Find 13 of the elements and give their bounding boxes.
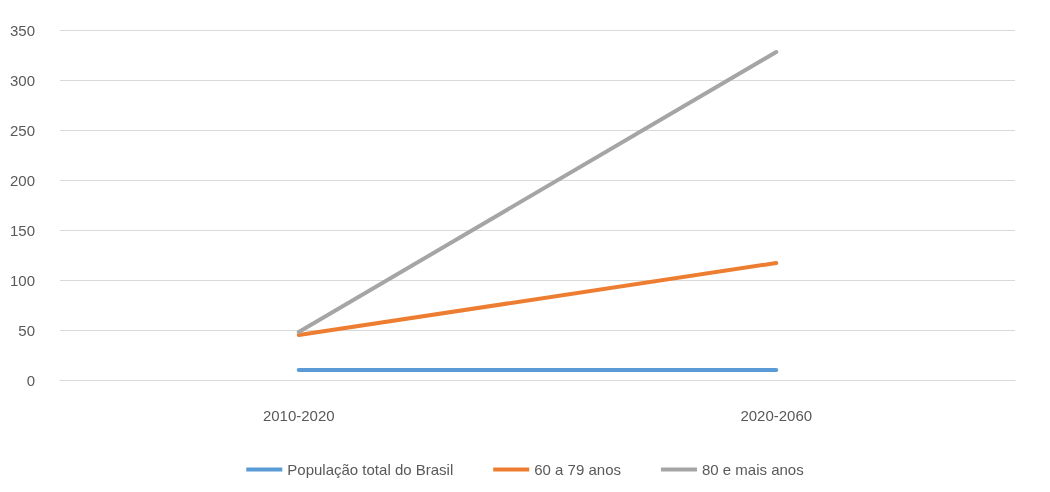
x-tick-label: 2010-2020 [262, 407, 335, 424]
legend-label: População total do Brasil [287, 461, 454, 478]
legend-label: 60 a 79 anos [534, 461, 621, 478]
y-tick-label: 150 [9, 221, 35, 239]
y-tick-label: 100 [9, 271, 35, 289]
y-tick-label: 300 [9, 71, 35, 89]
y-tick-label: 200 [9, 171, 35, 189]
x-tick-label: 2020-2060 [740, 407, 813, 424]
y-tick-label: 50 [18, 321, 35, 339]
y-tick-label: 350 [9, 21, 35, 39]
legend-label: 80 e mais anos [701, 461, 804, 478]
y-tick-label: 0 [26, 371, 35, 389]
y-tick-label: 250 [9, 121, 35, 139]
